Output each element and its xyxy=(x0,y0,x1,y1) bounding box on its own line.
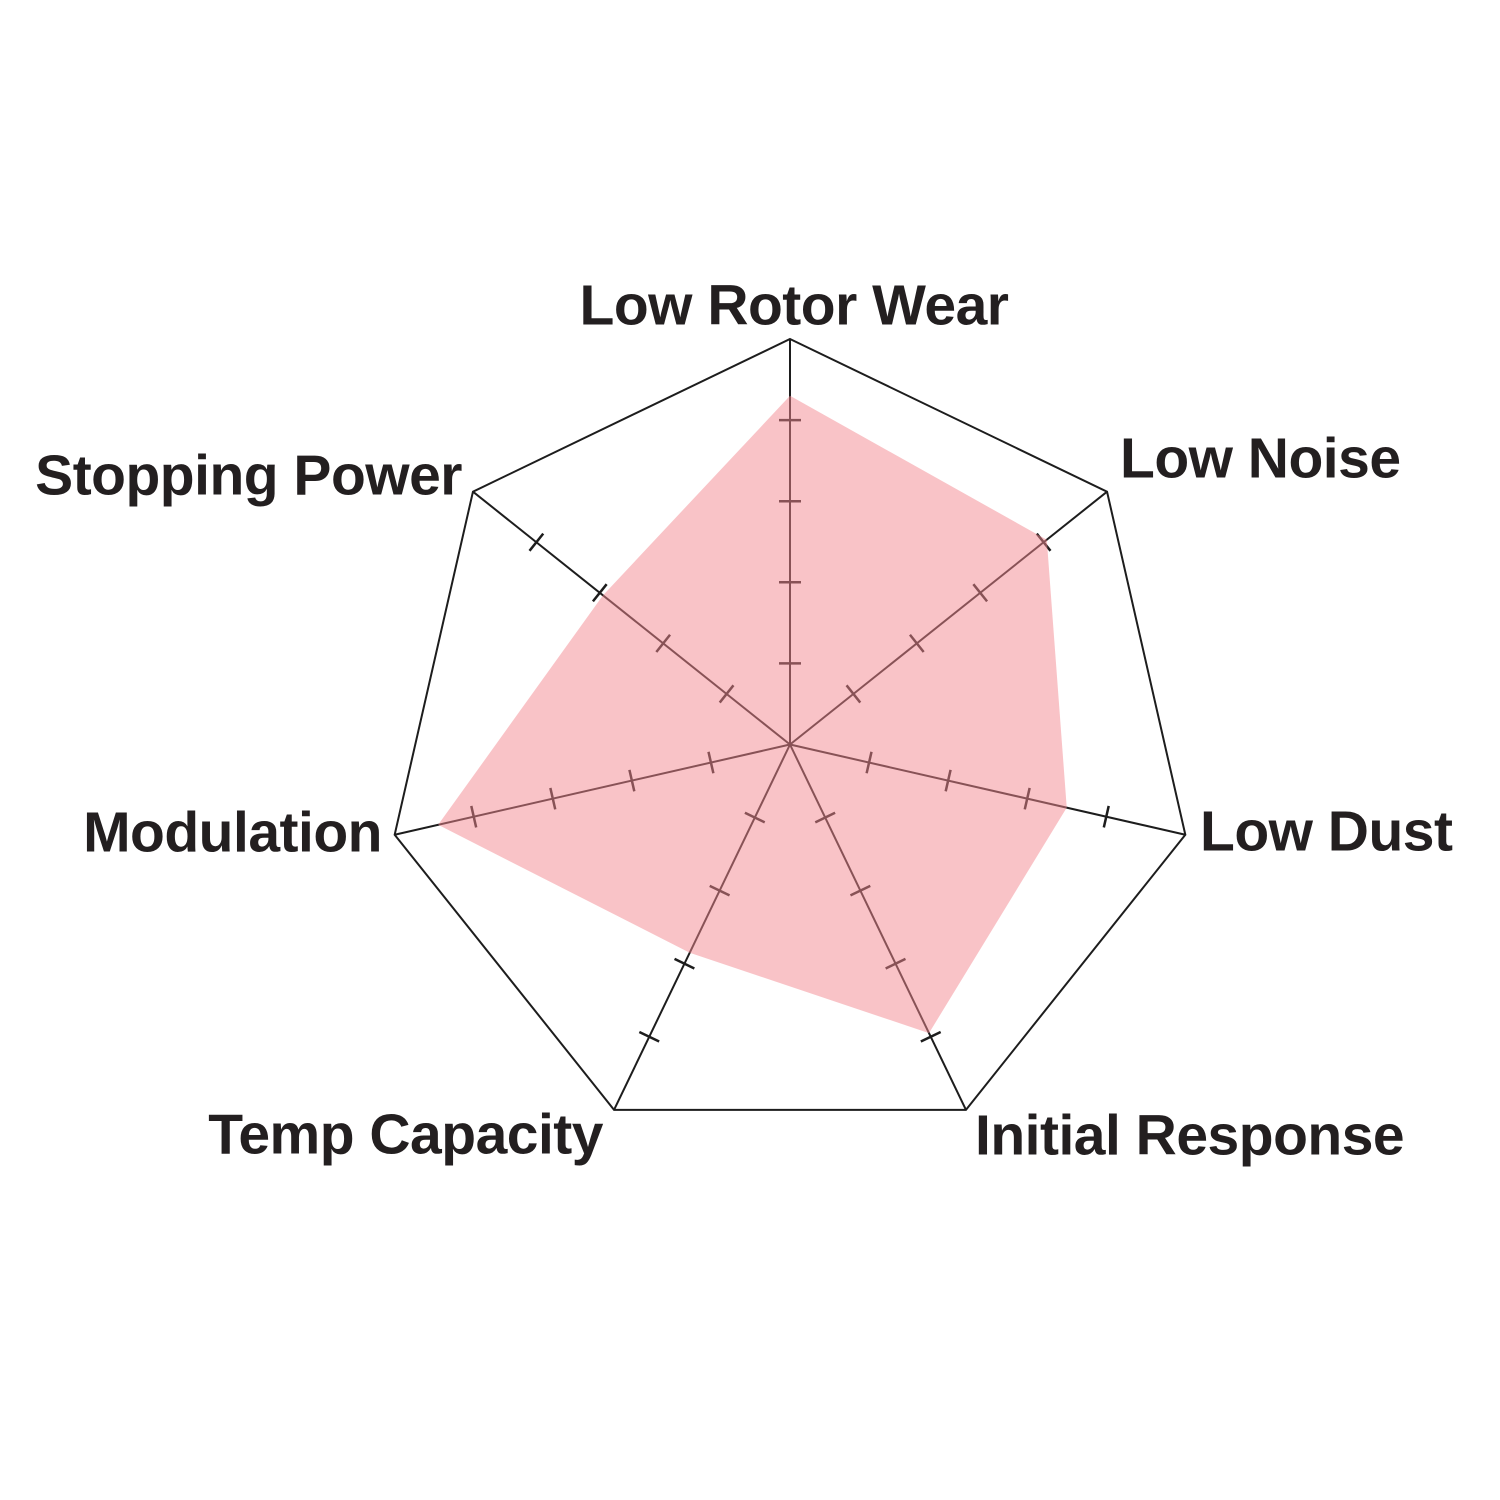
axis-label-low-noise: Low Noise xyxy=(1120,426,1401,491)
axis-label-modulation: Modulation xyxy=(83,800,382,865)
axis-label-initial-response: Initial Response xyxy=(975,1103,1405,1168)
axis-label-temp-capacity: Temp Capacity xyxy=(208,1102,603,1167)
axis-label-low-rotor-wear: Low Rotor Wear xyxy=(579,273,1009,338)
axis-label-stopping-power: Stopping Power xyxy=(35,443,462,508)
axis-label-low-dust: Low Dust xyxy=(1200,799,1453,864)
